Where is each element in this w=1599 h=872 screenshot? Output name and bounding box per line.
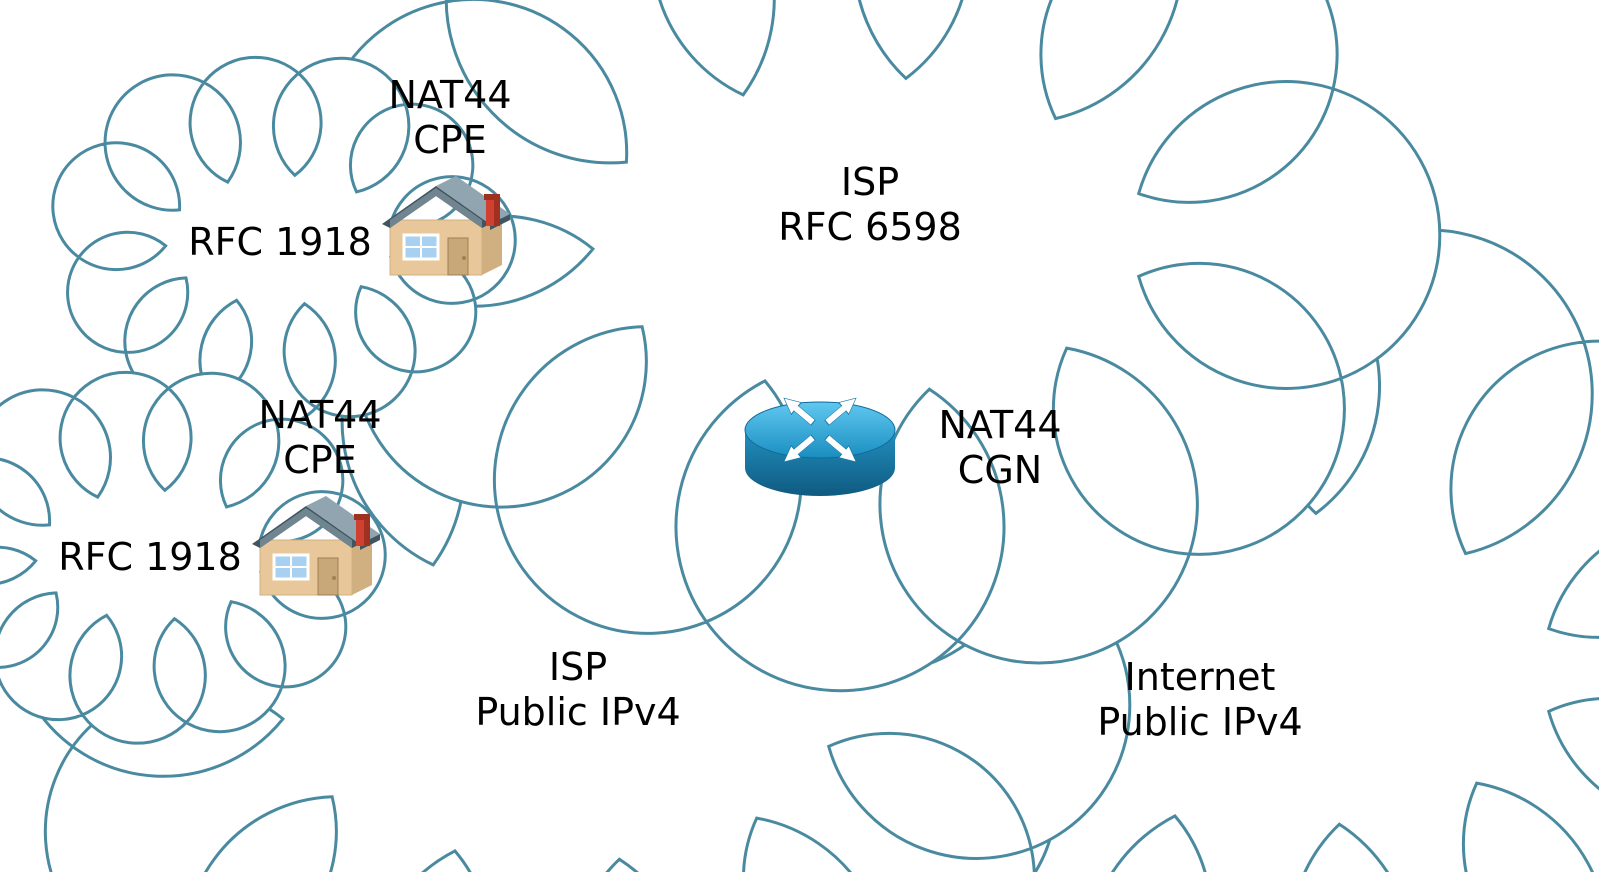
cloud-rfc1918-bot-label: RFC 1918 [58,535,242,579]
cloud-rfc1918-top-label: RFC 1918 [188,220,372,264]
cloud-internet-label: InternetPublic IPv4 [1097,655,1302,744]
